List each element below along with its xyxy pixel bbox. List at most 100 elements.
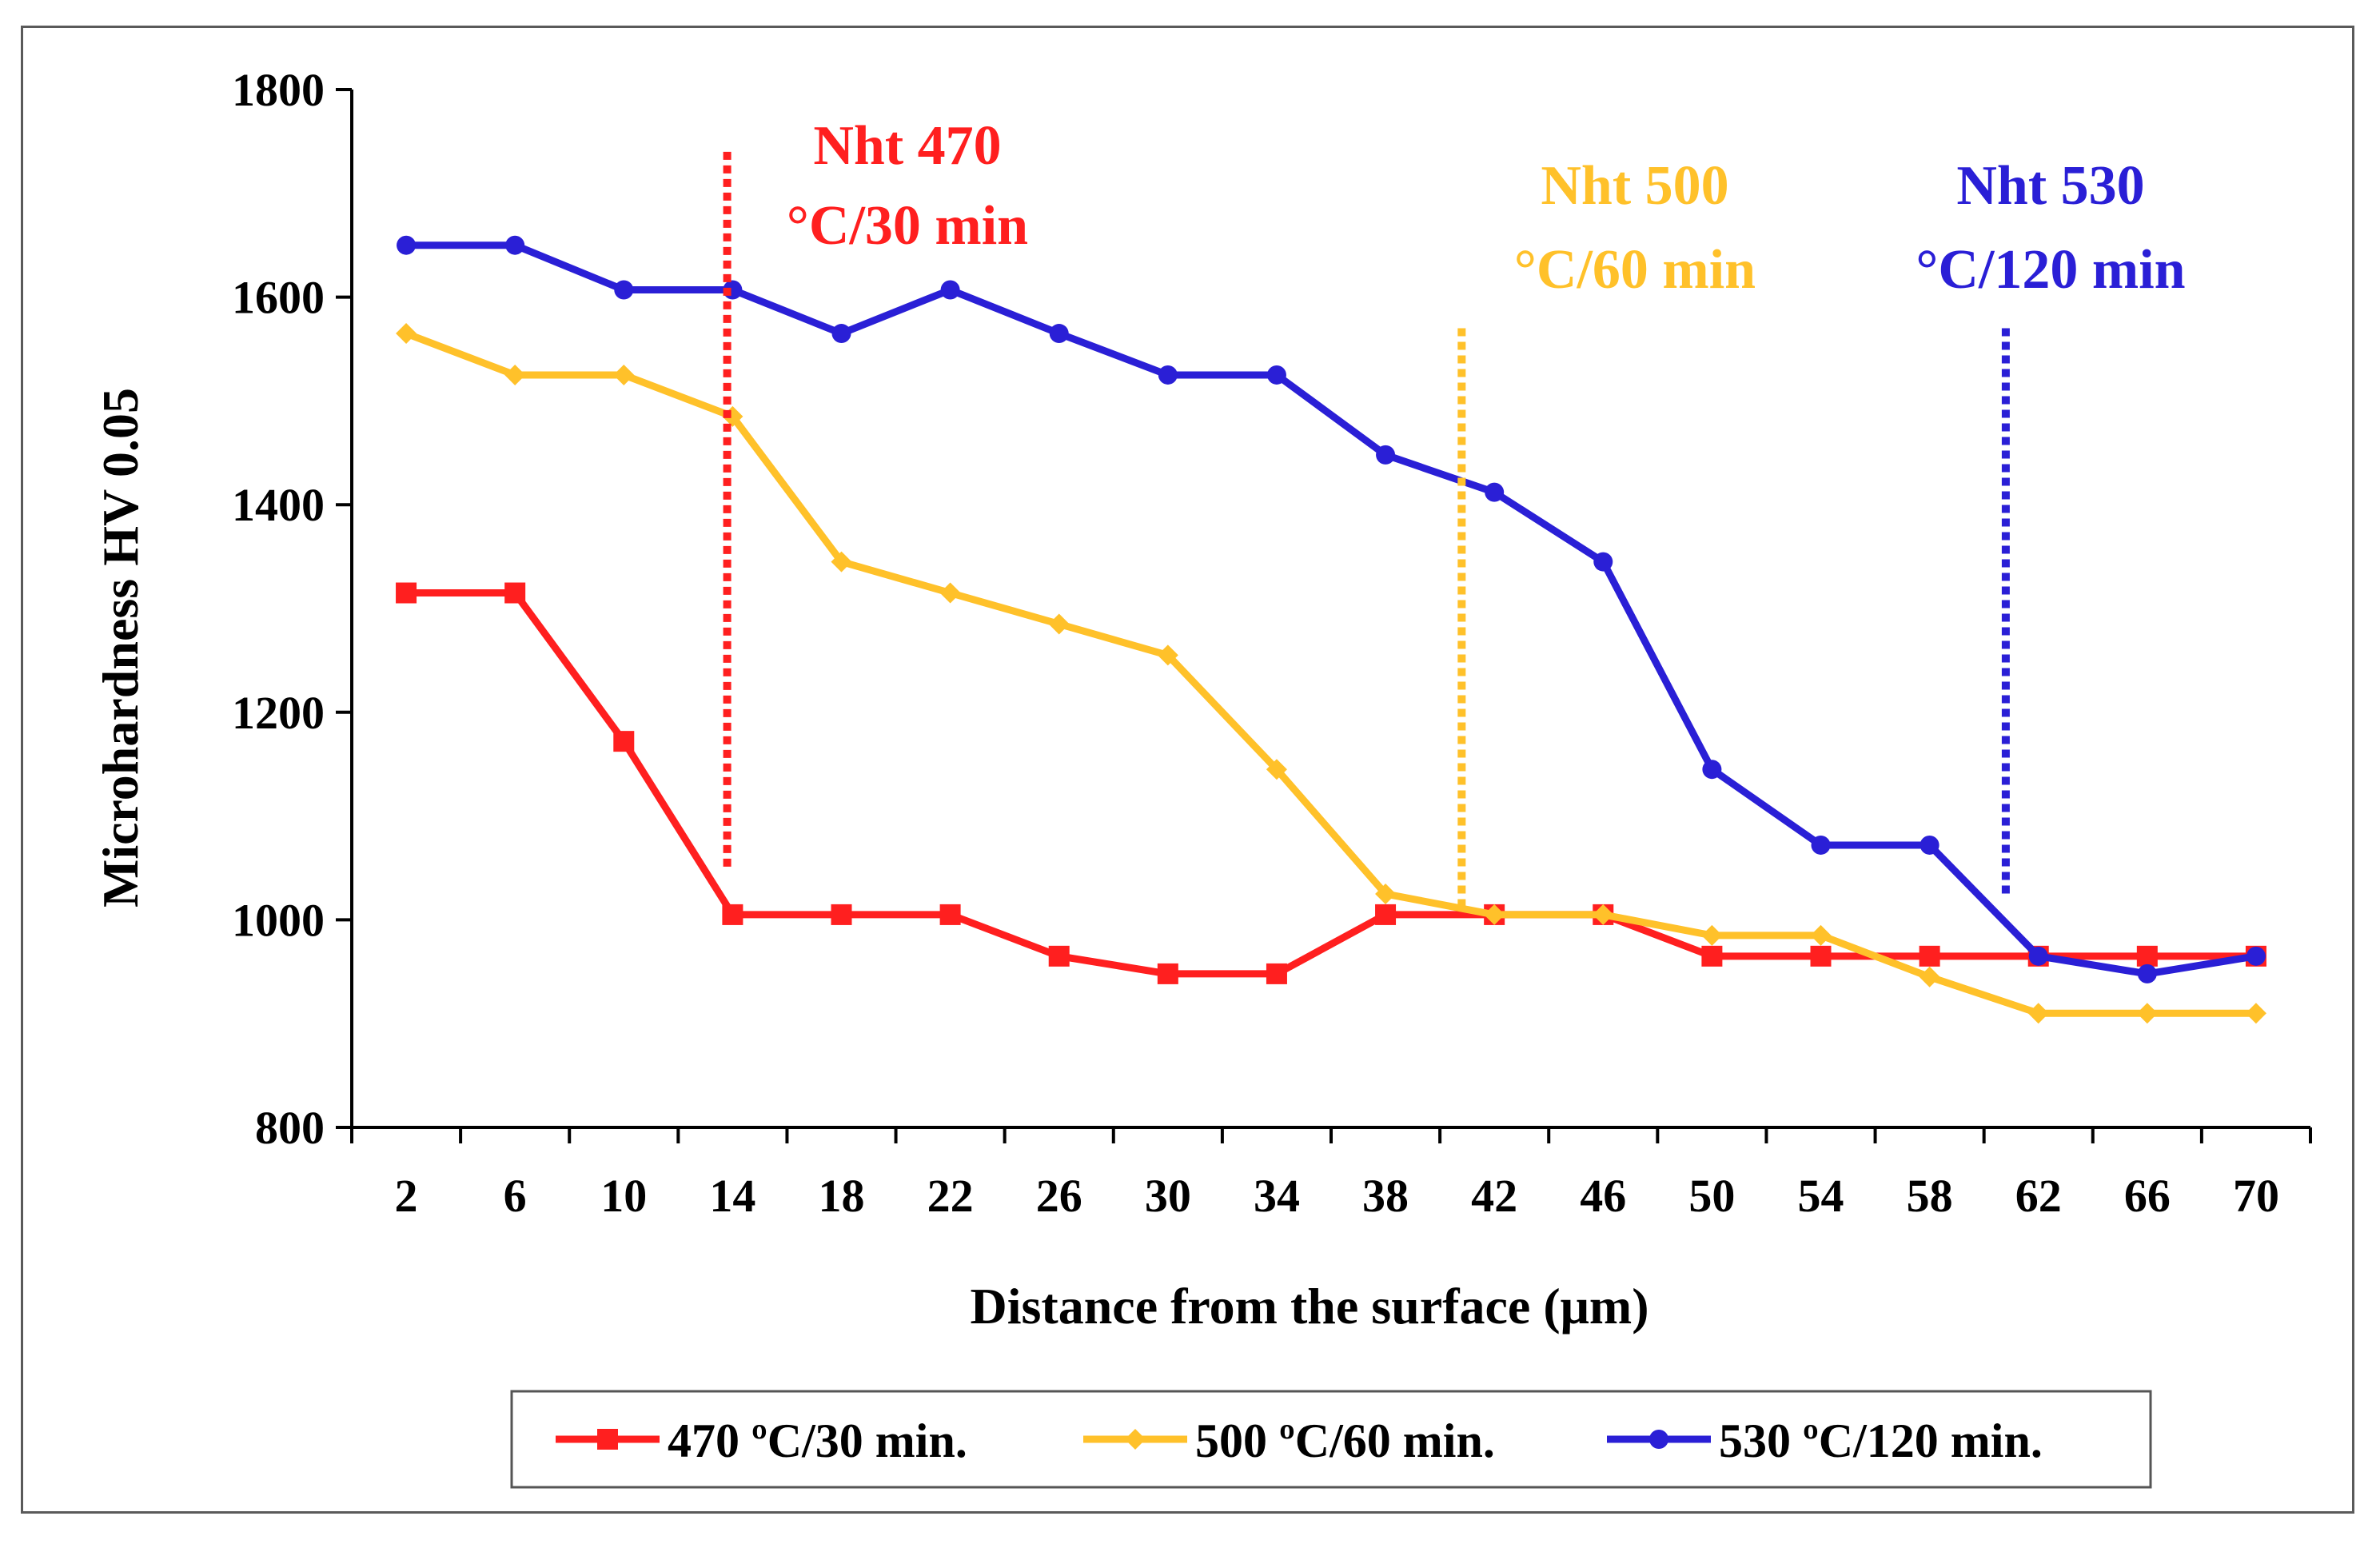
data-point — [939, 582, 961, 604]
data-point — [1375, 883, 1397, 904]
x-tick-label: 6 — [504, 1170, 527, 1222]
x-axis-ticks: 2 6 10 14 18 22 26 30 34 38 42 46 50 54 58 62 66 70 — [350, 1127, 2312, 1222]
x-tick-label: 22 — [927, 1170, 974, 1222]
legend-swatch-marker — [1125, 1429, 1146, 1450]
nht-530-label-line2: °C/120 min — [1916, 239, 2185, 301]
series-1 — [396, 582, 2266, 984]
data-point — [1157, 644, 1178, 666]
data-point — [1266, 759, 1287, 780]
y-axis-ticks: 800 1000 1200 1400 1600 1800 — [232, 64, 352, 1154]
data-point — [1920, 835, 1939, 855]
data-point — [831, 904, 852, 925]
x-tick-label: 30 — [1145, 1170, 1191, 1222]
x-axis-label: Distance from the surface (μm) — [970, 1278, 1648, 1335]
y-tick-label: 1000 — [232, 894, 325, 946]
figure-frame — [21, 26, 2354, 1514]
nht-470-label-line1: Nht 470 — [813, 115, 1001, 177]
y-tick-label: 800 — [255, 1102, 325, 1154]
data-point — [396, 323, 417, 345]
legend-label: 500 ºC/60 min. — [1195, 1414, 1495, 1467]
data-point — [2028, 946, 2048, 966]
data-point — [1702, 760, 1722, 780]
y-tick-label: 1600 — [232, 272, 325, 324]
data-point — [1701, 945, 1723, 967]
data-point — [1048, 945, 1070, 967]
x-tick-label: 62 — [2015, 1170, 2062, 1222]
y-tick-label: 1400 — [232, 479, 325, 531]
data-point — [397, 235, 417, 255]
nht-470-label-line2: °C/30 min — [787, 195, 1028, 257]
data-point — [1157, 963, 1178, 984]
data-point — [1049, 324, 1069, 344]
x-tick-label: 46 — [1580, 1170, 1626, 1222]
legend-label: 470 ºC/30 min. — [668, 1414, 967, 1467]
x-tick-label: 10 — [600, 1170, 647, 1222]
series-line — [406, 589, 2256, 978]
data-point — [613, 731, 635, 752]
data-point — [1701, 924, 1723, 946]
data-point — [939, 904, 961, 925]
data-point — [1484, 904, 1505, 925]
data-point — [2136, 945, 2158, 967]
legend-box — [510, 1390, 2152, 1489]
data-point — [831, 551, 852, 573]
x-tick-label: 70 — [2233, 1170, 2279, 1222]
data-point — [504, 582, 526, 604]
data-point — [1919, 966, 1940, 987]
data-point — [504, 364, 526, 385]
series-line — [406, 241, 2257, 978]
x-tick-label: 34 — [1254, 1170, 1300, 1222]
x-tick-label: 58 — [1907, 1170, 1953, 1222]
x-tick-label: 18 — [819, 1170, 865, 1222]
series-3 — [397, 235, 2266, 983]
x-tick-label: 42 — [1471, 1170, 1517, 1222]
nht-500-label-line1: Nht 500 — [1541, 155, 1728, 217]
x-tick-label: 38 — [1362, 1170, 1409, 1222]
legend-swatch-marker — [597, 1429, 618, 1450]
data-point — [2027, 1003, 2049, 1024]
series-layer — [396, 235, 2266, 1024]
threshold-markers: Nht 470 °C/30 min Nht 500 °C/60 min Nht 530 °… — [723, 115, 2186, 910]
nht-500-label-line2: °C/60 min — [1514, 239, 1756, 301]
data-point — [1810, 945, 1832, 967]
data-point — [1810, 924, 1832, 946]
y-tick-label: 1800 — [232, 64, 325, 116]
data-point — [1158, 365, 1178, 385]
series-line — [405, 329, 2256, 1017]
data-point — [722, 904, 744, 925]
y-tick-label: 1200 — [232, 687, 325, 739]
x-tick-label: 66 — [2124, 1170, 2171, 1222]
data-point — [505, 235, 525, 255]
data-point — [2245, 1003, 2266, 1024]
data-point — [2246, 946, 2266, 966]
data-point — [1375, 904, 1397, 925]
x-tick-label: 26 — [1036, 1170, 1082, 1222]
data-point — [1811, 835, 1831, 855]
y-axis-label: Microhardness HV 0.05 — [92, 388, 149, 908]
data-point — [1593, 904, 1614, 925]
legend-swatch-marker — [1649, 1430, 1668, 1449]
data-point — [614, 280, 634, 300]
legend-label: 530 ºC/120 min. — [1719, 1414, 2043, 1467]
x-tick-label: 2 — [395, 1170, 418, 1222]
data-point — [1485, 482, 1505, 502]
data-point — [831, 324, 851, 344]
series-2 — [396, 323, 2266, 1024]
data-point — [1376, 445, 1396, 465]
data-point — [2137, 964, 2157, 983]
x-tick-label: 14 — [709, 1170, 755, 1222]
data-point — [1593, 552, 1613, 572]
data-point — [2136, 1003, 2158, 1024]
nht-530-label-line1: Nht 530 — [1956, 155, 2144, 217]
x-tick-label: 50 — [1688, 1170, 1735, 1222]
data-point — [1919, 945, 1940, 967]
data-point — [396, 582, 417, 604]
data-point — [1266, 365, 1286, 385]
x-tick-label: 54 — [1798, 1170, 1844, 1222]
data-point — [613, 364, 635, 385]
data-point — [1048, 613, 1070, 635]
legend: 470 ºC/30 min. 500 ºC/60 min. 530 ºC/120 m… — [510, 1390, 2152, 1489]
data-point — [1266, 963, 1287, 984]
data-point — [940, 280, 960, 300]
